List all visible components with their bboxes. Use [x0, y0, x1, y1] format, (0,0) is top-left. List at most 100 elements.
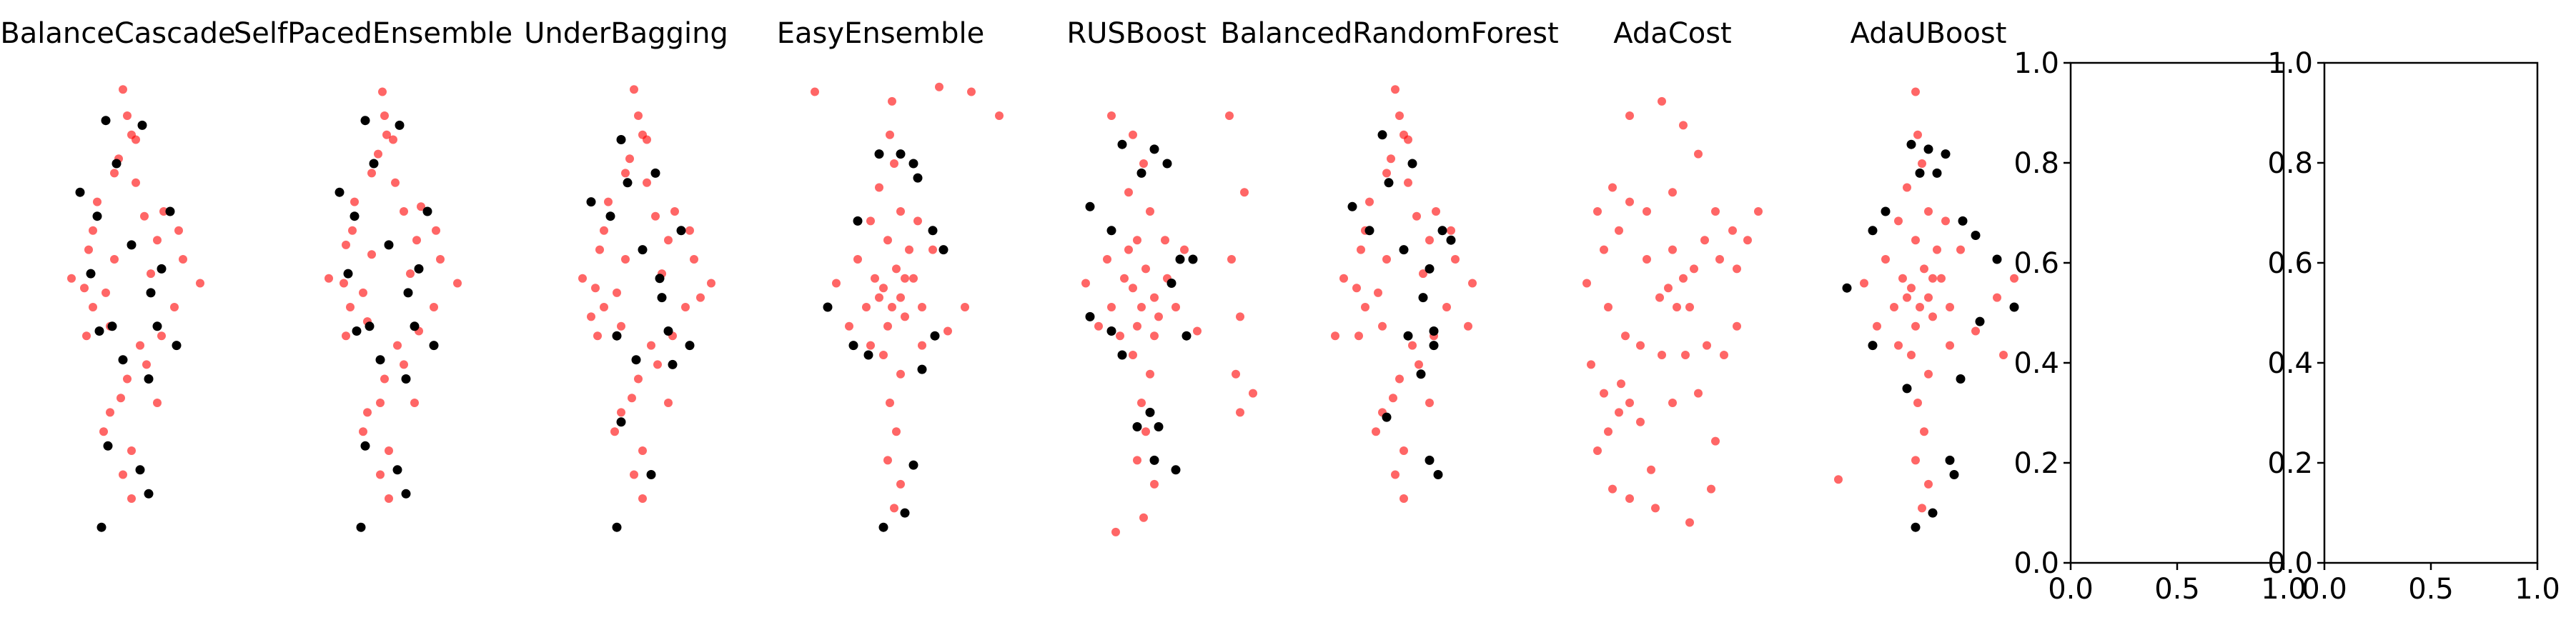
- subplot-7-majority-point: [1743, 236, 1752, 245]
- subplot-7-majority-point: [1643, 207, 1651, 216]
- subplot-2-majority-point: [436, 255, 445, 264]
- subplot-3-majority-point: [664, 399, 673, 407]
- subplot-6-majority-point: [1425, 399, 1434, 407]
- subplot-5-minority-point: [1171, 465, 1181, 475]
- subplot-4-majority-point: [866, 341, 875, 350]
- subplot-4-majority-point: [879, 284, 888, 293]
- subplot-8-minority-point: [1932, 168, 1942, 178]
- subplot-5-minority-point: [1175, 254, 1185, 264]
- subplot-5-majority-point: [1154, 312, 1163, 321]
- subplot-6-majority-point: [1361, 303, 1369, 311]
- subplot-8-minority-point: [1992, 254, 2002, 264]
- subplot-6-majority-point: [1339, 274, 1348, 283]
- subplot-8-majority-point: [1924, 293, 1933, 302]
- subplot-5-majority-point: [1116, 331, 1124, 341]
- subplot-2-minority-point: [369, 159, 379, 169]
- subplot-4-minority-point: [928, 226, 938, 236]
- subplot-4-majority-point: [875, 183, 883, 192]
- subplot-5-majority-point: [1146, 207, 1154, 216]
- subplot-3-majority-point: [638, 494, 647, 503]
- subplot-8-majority-point: [1834, 475, 1843, 484]
- subplot-6-minority-point: [1377, 130, 1387, 140]
- subplot-6-majority-point: [1382, 255, 1391, 264]
- subplot-1-majority-point: [80, 284, 89, 293]
- subplot-4-majority-point: [888, 303, 896, 311]
- subplot-7-majority-point: [1668, 245, 1677, 254]
- subplot-6-majority-point: [1357, 245, 1365, 254]
- subplot-3-majority-point: [670, 207, 679, 216]
- subplot-8-majority-point: [1916, 303, 1924, 311]
- subplot-1-majority-point: [132, 178, 140, 187]
- subplot-5-majority-point: [1180, 245, 1189, 254]
- subplot-7-points: [1582, 96, 1763, 527]
- subplot-2-minority-point: [410, 321, 420, 331]
- subplot-2-majority-point: [406, 269, 415, 279]
- subplot-4-majority-point: [811, 87, 819, 96]
- subplot-8-majority-point: [1894, 341, 1903, 350]
- subplot-1-minority-point: [103, 441, 113, 451]
- subplot-7-title: AdaCost: [1613, 17, 1732, 50]
- subplot-5-minority-point: [1182, 331, 1192, 341]
- subplot-4-majority-point: [995, 111, 1004, 120]
- subplot-8-majority-point: [1913, 130, 1922, 139]
- subplot-2-majority-point: [342, 240, 350, 249]
- subplot-3-minority-point: [663, 326, 673, 336]
- subplot-3-majority-point: [621, 169, 630, 178]
- subplot-1-majority-point: [84, 245, 93, 254]
- subplot-3-minority-point: [586, 197, 596, 207]
- subplot-7-majority-point: [1608, 183, 1617, 192]
- subplot-8-minority-point: [1971, 231, 1981, 240]
- subplot-8: AdaUBoost: [1834, 17, 2019, 532]
- subplot-4-majority-point: [918, 303, 926, 311]
- subplot-5-majority-point: [1137, 303, 1146, 311]
- subplot-9-y-tick-label: 0.0: [2013, 547, 2059, 580]
- subplot-3-majority-point: [638, 446, 647, 455]
- subplot-6-majority-point: [1400, 446, 1408, 455]
- subplot-6-majority-point: [1400, 494, 1408, 503]
- subplot-5-majority-point: [1124, 188, 1133, 197]
- subplot-7-majority-point: [1673, 303, 1681, 311]
- subplot-5-majority-point: [1107, 111, 1116, 120]
- subplot-7-majority-point: [1593, 446, 1602, 455]
- subplot-5-majority-point: [1225, 111, 1234, 120]
- subplot-8-majority-point: [1924, 207, 1933, 216]
- subplot-5-majority-point: [1133, 321, 1141, 331]
- subplot-2-minority-point: [375, 355, 385, 365]
- subplot-2-majority-point: [367, 169, 376, 178]
- subplot-3-majority-point: [643, 178, 651, 187]
- subplot-6-majority-point: [1468, 279, 1477, 288]
- subplot-7-majority-point: [1600, 245, 1608, 254]
- subplot-4-majority-point: [896, 479, 905, 489]
- subplot-3: UnderBagging: [524, 17, 728, 532]
- subplot-6-minority-point: [1364, 226, 1374, 236]
- subplot-7-majority-point: [1625, 399, 1634, 407]
- subplot-5-majority-point: [1171, 303, 1180, 311]
- subplot-4-majority-point: [901, 312, 909, 321]
- subplot-7-majority-point: [1733, 264, 1741, 274]
- subplot-3-minority-point: [668, 359, 678, 369]
- subplot-5-majority-point: [1081, 279, 1090, 288]
- subplot-3-majority-point: [634, 374, 643, 384]
- subplot-2: SelfPacedEnsemble: [234, 17, 512, 532]
- subplot-5-majority-point: [1141, 264, 1150, 274]
- subplot-5-minority-point: [1162, 159, 1172, 169]
- subplot-8-minority-point: [1868, 341, 1878, 351]
- subplot-3-minority-point: [655, 274, 665, 284]
- subplot-5-majority-point: [1120, 274, 1129, 283]
- subplot-9-y-tick-label: 0.2: [2013, 447, 2059, 480]
- subplot-7-majority-point: [1733, 321, 1741, 331]
- subplot-2-minority-point: [360, 441, 370, 451]
- subplot-7-majority-point: [1679, 274, 1688, 283]
- subplot-8-minority-point: [1923, 144, 1933, 154]
- subplot-1-minority-point: [137, 120, 147, 130]
- subplot-1-majority-point: [142, 360, 151, 369]
- subplot-4-majority-point: [875, 293, 883, 302]
- subplot-5-minority-point: [1085, 311, 1095, 321]
- subplot-1-minority-point: [118, 355, 128, 365]
- subplot-5-minority-point: [1149, 455, 1159, 465]
- subplot-5-minority-point: [1106, 226, 1116, 236]
- subplot-4-majority-point: [888, 96, 896, 106]
- subplot-8-majority-point: [1907, 351, 1916, 359]
- subplot-3-title: UnderBagging: [524, 17, 728, 50]
- subplot-5-majority-point: [1103, 255, 1111, 264]
